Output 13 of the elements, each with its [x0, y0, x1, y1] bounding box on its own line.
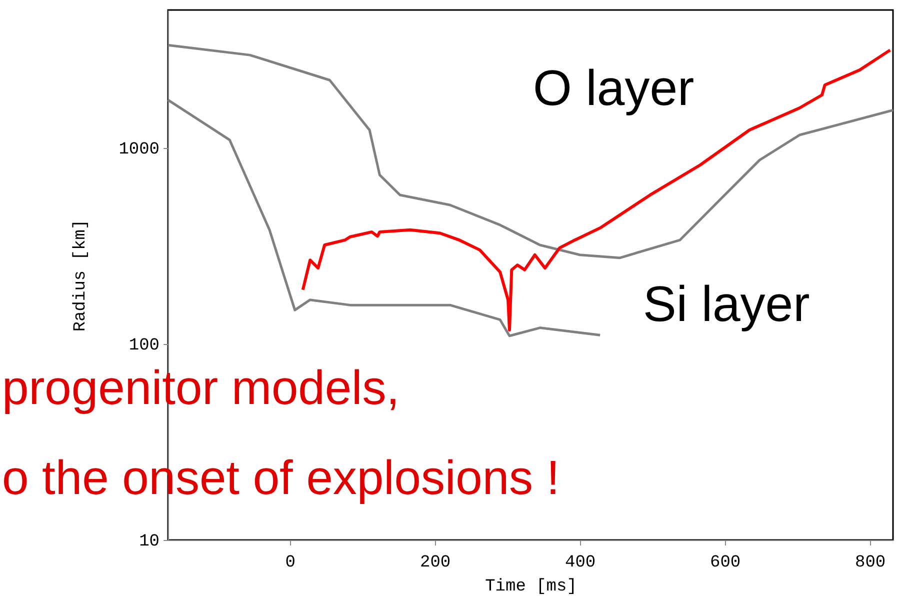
y-tick-label: 100	[128, 336, 160, 356]
x-tick-label: 200	[420, 554, 451, 572]
x-tick-label: 600	[710, 554, 741, 572]
y-axis-title: Radius [km]	[72, 219, 91, 332]
annotation: O layer	[533, 60, 694, 116]
x-axis-title: Time [ms]	[485, 578, 577, 596]
line-series	[301, 48, 892, 332]
annotation: Si layer	[643, 276, 810, 332]
x-tick-label: 0	[285, 554, 296, 572]
y-tick-label: 1000	[118, 140, 160, 160]
y-tick-label: 10	[139, 532, 160, 552]
x-tick-label: 400	[564, 554, 596, 572]
x-tick-label: 800	[854, 554, 886, 572]
